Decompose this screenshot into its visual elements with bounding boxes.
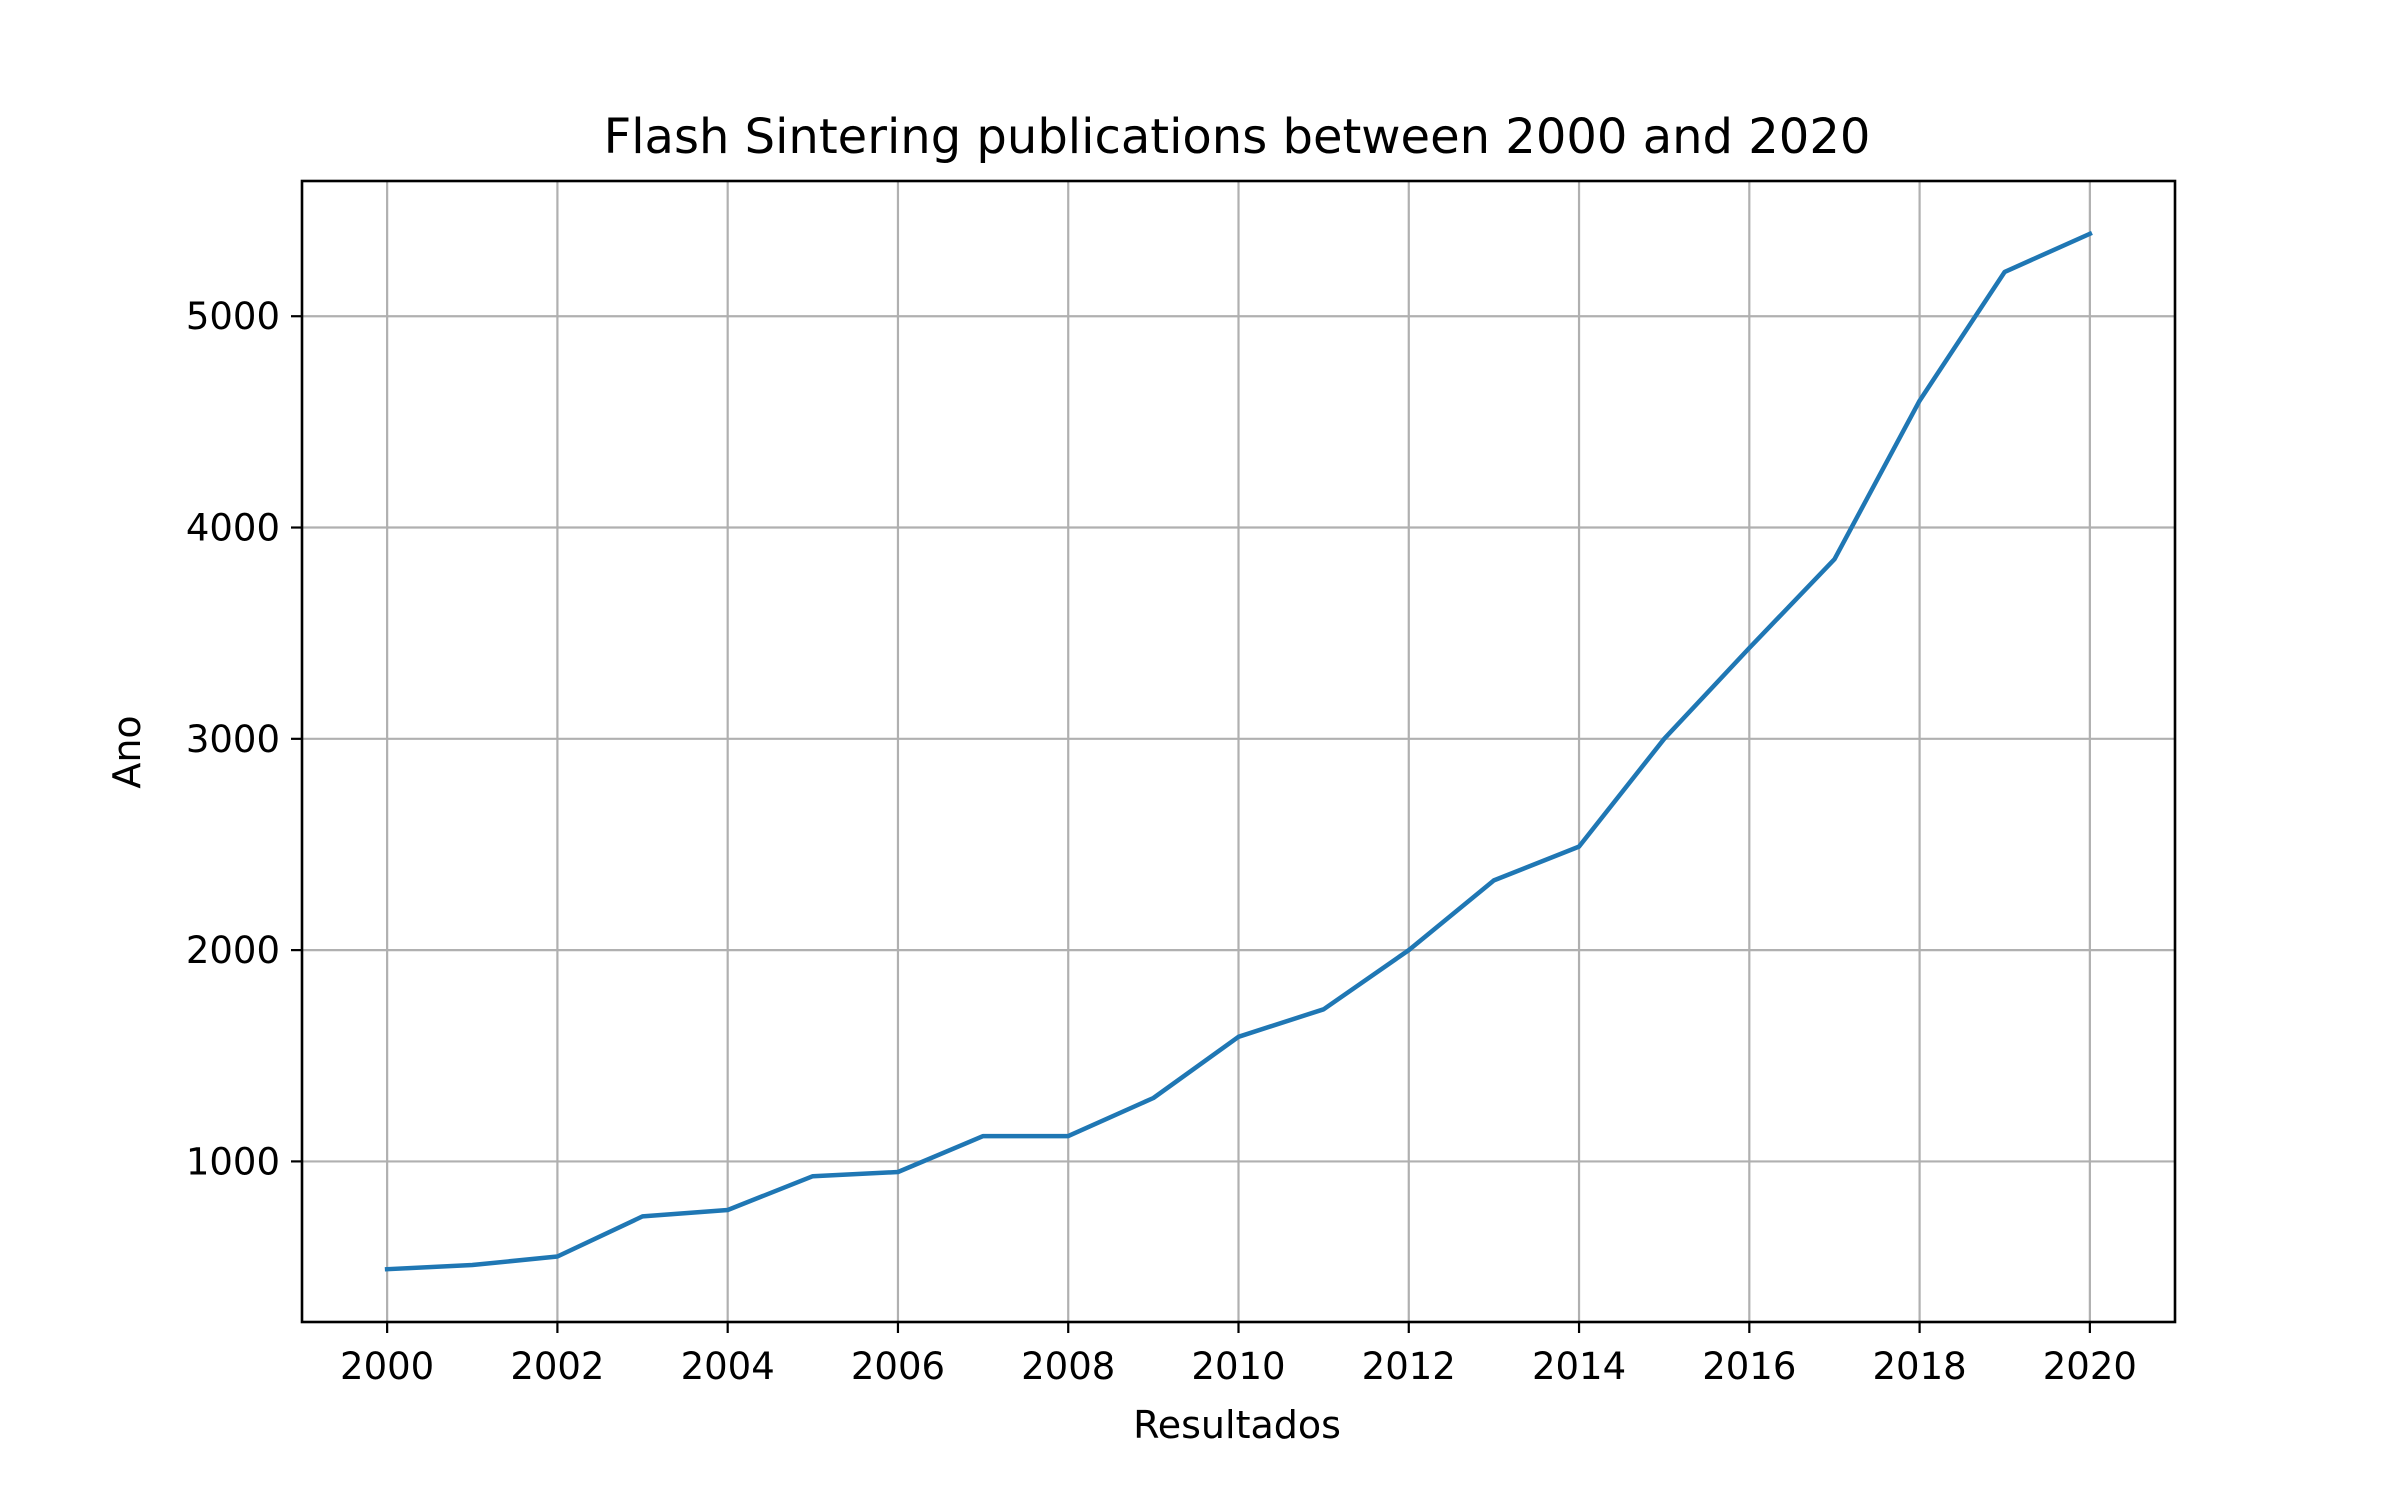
- y-tick-label: 5000: [186, 295, 280, 338]
- chart-title: Flash Sintering publications between 200…: [604, 109, 1871, 165]
- y-tick-label: 3000: [186, 718, 280, 761]
- x-axis-label: Resultados: [1133, 1403, 1341, 1447]
- x-tick-label: 2004: [681, 1345, 775, 1388]
- grid: [302, 181, 2175, 1322]
- x-tick-label: 2006: [851, 1345, 945, 1388]
- y-tick-label: 1000: [186, 1140, 280, 1183]
- y-tick-label: 2000: [186, 929, 280, 972]
- y-tick-label: 4000: [186, 507, 280, 550]
- ticks: 2000 2002 2004 2006 2008 2010 2012 2014 2016 2018…: [186, 295, 2137, 1388]
- x-tick-label: 2016: [1702, 1345, 1796, 1388]
- x-tick-label: 2002: [510, 1345, 604, 1388]
- y-axis-label: Ano: [105, 715, 149, 788]
- x-tick-label: 2020: [2043, 1345, 2137, 1388]
- x-tick-label: 2014: [1532, 1345, 1626, 1388]
- x-tick-label: 2000: [340, 1345, 434, 1388]
- x-tick-label: 2008: [1021, 1345, 1115, 1388]
- series-layer: [384, 230, 2093, 1272]
- x-tick-label: 2010: [1191, 1345, 1285, 1388]
- x-tick-label: 2012: [1362, 1345, 1456, 1388]
- x-tick-label: 2018: [1873, 1345, 1967, 1388]
- series-line: [384, 230, 2093, 1272]
